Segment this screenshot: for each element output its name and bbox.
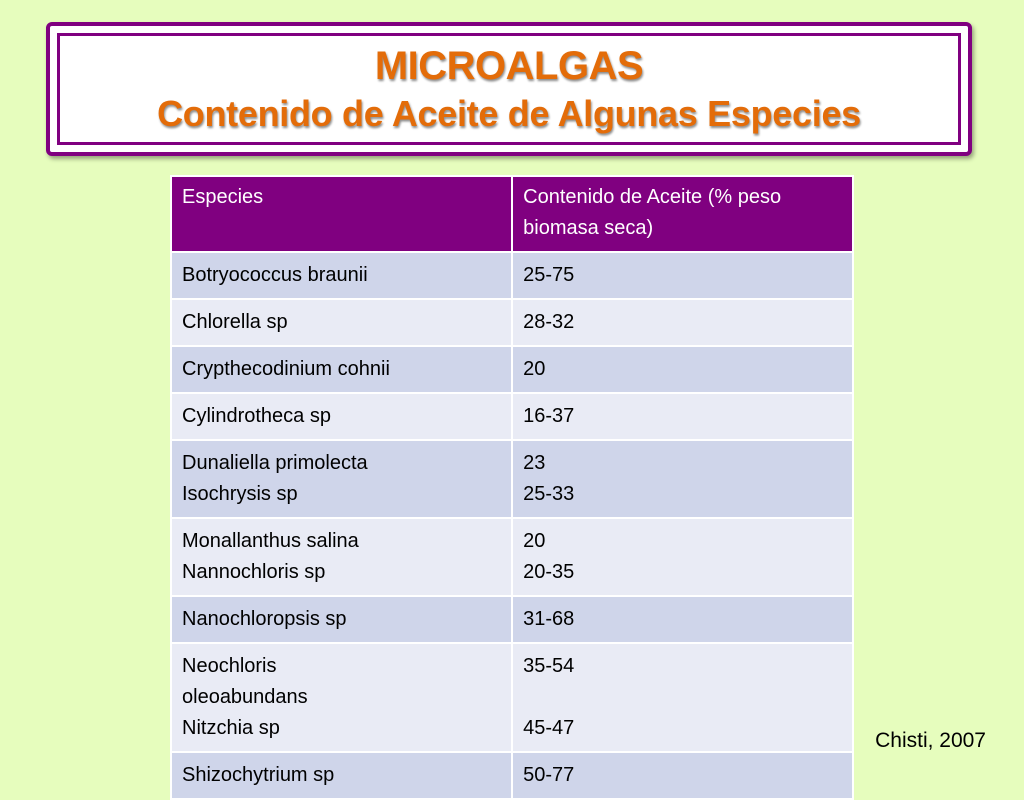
table-row: Botryococcus braunii 25-75 <box>169 251 854 300</box>
oil-cell: 20 <box>511 345 854 394</box>
species-cell: Dunaliella primolecta Isochrysis sp <box>169 439 514 519</box>
table-row: Shizochytrium sp 50-77 <box>169 751 854 800</box>
oil-value: 23 <box>523 452 546 474</box>
citation: Chisti, 2007 <box>875 729 986 752</box>
oil-value: 20-35 <box>523 561 575 583</box>
species-cell: Neochloris oleoabundans Nitzchia sp <box>169 642 514 753</box>
oil-value: 25-75 <box>523 264 575 286</box>
species-cell: Shizochytrium sp <box>169 751 514 800</box>
species-name: Cylindrotheca sp <box>182 405 331 427</box>
oil-value: 25-33 <box>523 483 575 505</box>
oil-cell: 20 20-35 <box>511 517 854 597</box>
title-box: MICROALGAS Contenido de Aceite de Alguna… <box>46 22 972 156</box>
oil-value: 20 <box>523 358 546 380</box>
species-name: Dunaliella primolecta <box>182 452 368 474</box>
table-row: Monallanthus salina Nannochloris sp 20 2… <box>169 517 854 597</box>
oil-cell: 16-37 <box>511 392 854 441</box>
oil-cell: 25-75 <box>511 251 854 300</box>
species-name: Shizochytrium sp <box>182 764 335 786</box>
oil-value: 50-77 <box>523 764 575 786</box>
oil-value: 20 <box>523 530 546 552</box>
species-name: Botryococcus braunii <box>182 264 368 286</box>
table-row: Crypthecodinium cohnii 20 <box>169 345 854 394</box>
species-name: Monallanthus salina <box>182 530 359 552</box>
species-cell: Nanochloropsis sp <box>169 595 514 644</box>
species-cell: Cylindrotheca sp <box>169 392 514 441</box>
species-name: Nitzchia sp <box>182 717 280 739</box>
oil-cell: 35-54 45-47 <box>511 642 854 753</box>
table-row: Nanochloropsis sp 31-68 <box>169 595 854 644</box>
page-subtitle: Contenido de Aceite de Algunas Especies <box>157 93 861 134</box>
oil-cell: 31-68 <box>511 595 854 644</box>
oil-content-table: Especies Contenido de Aceite (% peso bio… <box>169 175 854 800</box>
table-row: Chlorella sp 28-32 <box>169 298 854 347</box>
table-row: Cylindrotheca sp 16-37 <box>169 392 854 441</box>
oil-cell: 50-77 <box>511 751 854 800</box>
species-name: Isochrysis sp <box>182 483 298 505</box>
oil-value: 35-54 <box>523 655 575 677</box>
oil-value: 45-47 <box>523 717 575 739</box>
species-cell: Chlorella sp <box>169 298 514 347</box>
species-name: Chlorella sp <box>182 311 288 333</box>
header-species: Especies <box>169 175 514 253</box>
species-cell: Monallanthus salina Nannochloris sp <box>169 517 514 597</box>
species-name: Neochloris <box>182 655 277 677</box>
oil-cell: 28-32 <box>511 298 854 347</box>
species-name: Nanochloropsis sp <box>182 608 347 630</box>
table-row: Dunaliella primolecta Isochrysis sp 23 2… <box>169 439 854 519</box>
title-inner-frame: MICROALGAS Contenido de Aceite de Alguna… <box>57 33 961 145</box>
oil-value: 16-37 <box>523 405 575 427</box>
table-header-row: Especies Contenido de Aceite (% peso bio… <box>169 175 854 253</box>
page-title: MICROALGAS <box>374 44 644 88</box>
species-cell: Botryococcus braunii <box>169 251 514 300</box>
oil-cell: 23 25-33 <box>511 439 854 519</box>
table-row: Neochloris oleoabundans Nitzchia sp 35-5… <box>169 642 854 753</box>
header-oil-content: Contenido de Aceite (% peso biomasa seca… <box>511 175 854 253</box>
species-cell: Crypthecodinium cohnii <box>169 345 514 394</box>
species-name: Nannochloris sp <box>182 561 326 583</box>
species-name: Crypthecodinium cohnii <box>182 358 390 380</box>
oil-value: 31-68 <box>523 608 575 630</box>
species-name: oleoabundans <box>182 686 308 708</box>
oil-value: 28-32 <box>523 311 575 333</box>
oil-value-spacer <box>523 682 842 713</box>
